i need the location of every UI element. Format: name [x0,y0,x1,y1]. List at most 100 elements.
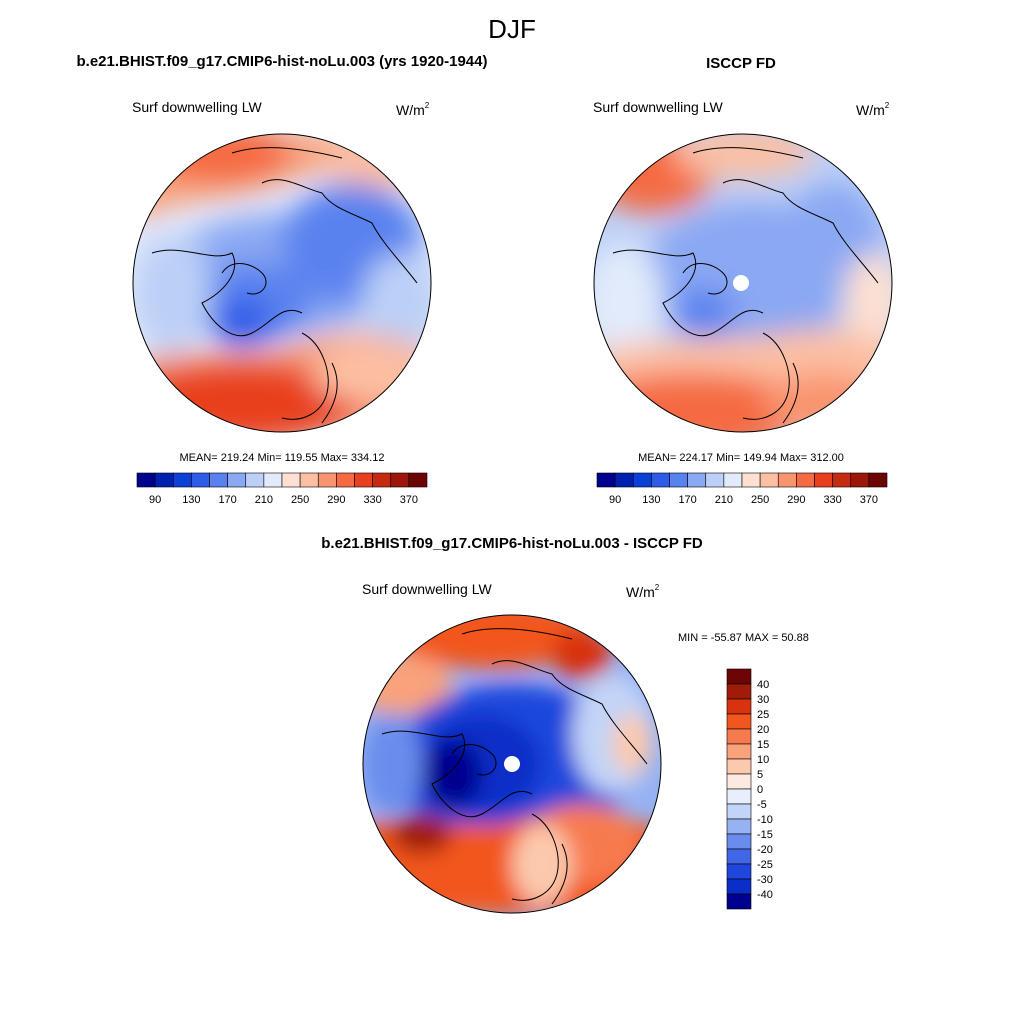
units-exponent: 2 [884,101,890,110]
colorbar-segment [245,472,265,488]
colorbar-tick-label: -15 [757,829,773,841]
colorbar-segment [596,472,616,488]
colorbar-segment [263,472,283,488]
colorbar-tick-label: 290 [327,494,345,506]
colorbar-segment [705,472,725,488]
colorbar-segment [227,472,247,488]
units-exponent: 2 [654,583,660,592]
colorbar-segment [172,472,192,488]
colorbar-segment [726,728,752,745]
colorbar-tick-label: 210 [255,494,273,506]
diff-variable-label: Surf downwelling LW [362,581,492,597]
colorbar-tick-label: -5 [757,799,767,811]
colorbar-segment [726,668,752,685]
colorbar-tick-label: 40 [757,679,769,691]
colorbar-segment [614,472,634,488]
figure-title: DJF [488,14,536,44]
colorbar-tick-label: 0 [757,784,763,796]
colorbar-segment [726,698,752,715]
colorbar-segment [154,472,174,488]
colorbar-segment [136,472,156,488]
colorbar-segment [759,472,779,488]
colorbar-segment [777,472,797,488]
colorbar-tick-label: 10 [757,754,769,766]
colorbar-segment [299,472,319,488]
colorbar-segment [726,893,752,910]
colorbar-segment [723,472,743,488]
colorbar-tick-label: -25 [757,859,773,871]
colorbar-segment [632,472,652,488]
diff-stats: MIN = -55.87 MAX = 50.88 [678,632,809,644]
obs-units-label: W/m2 [856,101,889,118]
obs-stats: MEAN= 224.17 Min= 149.94 Max= 312.00 [638,452,844,464]
colorbar-segment [796,472,815,488]
colorbar-tick-label: 330 [823,494,841,506]
colorbar-segment [726,863,752,880]
colorbar-tick-label: 370 [860,494,878,506]
colorbar-segment [726,818,752,835]
colorbar-tick-label: 20 [757,724,769,736]
colorbar-segment [868,472,888,488]
colorbar-tick-label: 170 [218,494,236,506]
obs-polar-map [593,133,893,433]
model-colorbar: 90 130 170 210 250 290 330 370 [136,472,428,506]
colorbar-segment [726,773,752,790]
colorbar-segment [408,472,428,488]
colorbar-tick-label: 250 [291,494,309,506]
model-units-label: W/m2 [396,101,429,118]
colorbar-segment [281,472,301,488]
colorbar-segment [726,803,752,820]
colorbar-segment [850,472,870,488]
diff-units-label: W/m2 [626,583,659,600]
colorbar-segment [726,878,752,895]
colorbar-segment [726,713,752,730]
colorbar-segment [832,472,852,488]
colorbar-tick-label: 5 [757,769,763,781]
model-stats: MEAN= 219.24 Min= 119.55 Max= 334.12 [179,452,385,464]
colorbar-segment [651,472,670,488]
colorbar-tick-label: 210 [715,494,733,506]
colorbar-tick-label: 25 [757,709,769,721]
colorbar-tick-label: 90 [609,494,621,506]
colorbar-tick-label: 30 [757,694,769,706]
obs-colorbar: 90 130 170 210 250 290 330 370 [596,472,888,506]
colorbar-tick-label: 370 [400,494,418,506]
colorbar-segment [317,472,337,488]
colorbar-segment [336,472,355,488]
units-base: W/m [396,102,425,118]
colorbar-tick-label: 15 [757,739,769,751]
units-base: W/m [856,102,885,118]
colorbar-segment [726,758,752,775]
diff-polar-map [362,614,662,914]
colorbar-tick-label: 90 [149,494,161,506]
colorbar-segment [354,472,373,488]
colorbar-segment [726,683,752,700]
colorbar-tick-label: -40 [757,889,773,901]
colorbar-segment [191,472,210,488]
colorbar-tick-label: -30 [757,874,773,886]
model-panel-title: b.e21.BHIST.f09_g17.CMIP6-hist-noLu.003 … [76,53,488,70]
colorbar-tick-label: 130 [182,494,200,506]
colorbar-tick-label: 250 [751,494,769,506]
obs-panel-title: ISCCP FD [706,55,776,72]
colorbar-tick-label: 330 [363,494,381,506]
model-polar-map [132,133,432,433]
diff-panel-title: b.e21.BHIST.f09_g17.CMIP6-hist-noLu.003 … [321,535,703,552]
colorbar-segment [726,788,752,805]
colorbar-tick-label: 130 [642,494,660,506]
colorbar-segment [814,472,833,488]
colorbar-segment [390,472,410,488]
colorbar-segment [669,472,688,488]
colorbar-segment [687,472,707,488]
colorbar-tick-label: -20 [757,844,773,856]
colorbar-tick-label: -10 [757,814,773,826]
colorbar-segment [372,472,392,488]
obs-variable-label: Surf downwelling LW [593,99,723,115]
colorbar-segment [741,472,761,488]
units-base: W/m [626,584,655,600]
model-variable-label: Surf downwelling LW [132,99,262,115]
colorbar-segment [726,833,752,850]
colorbar-segment [209,472,228,488]
colorbar-tick-label: 170 [678,494,696,506]
colorbar-segment [726,848,752,865]
